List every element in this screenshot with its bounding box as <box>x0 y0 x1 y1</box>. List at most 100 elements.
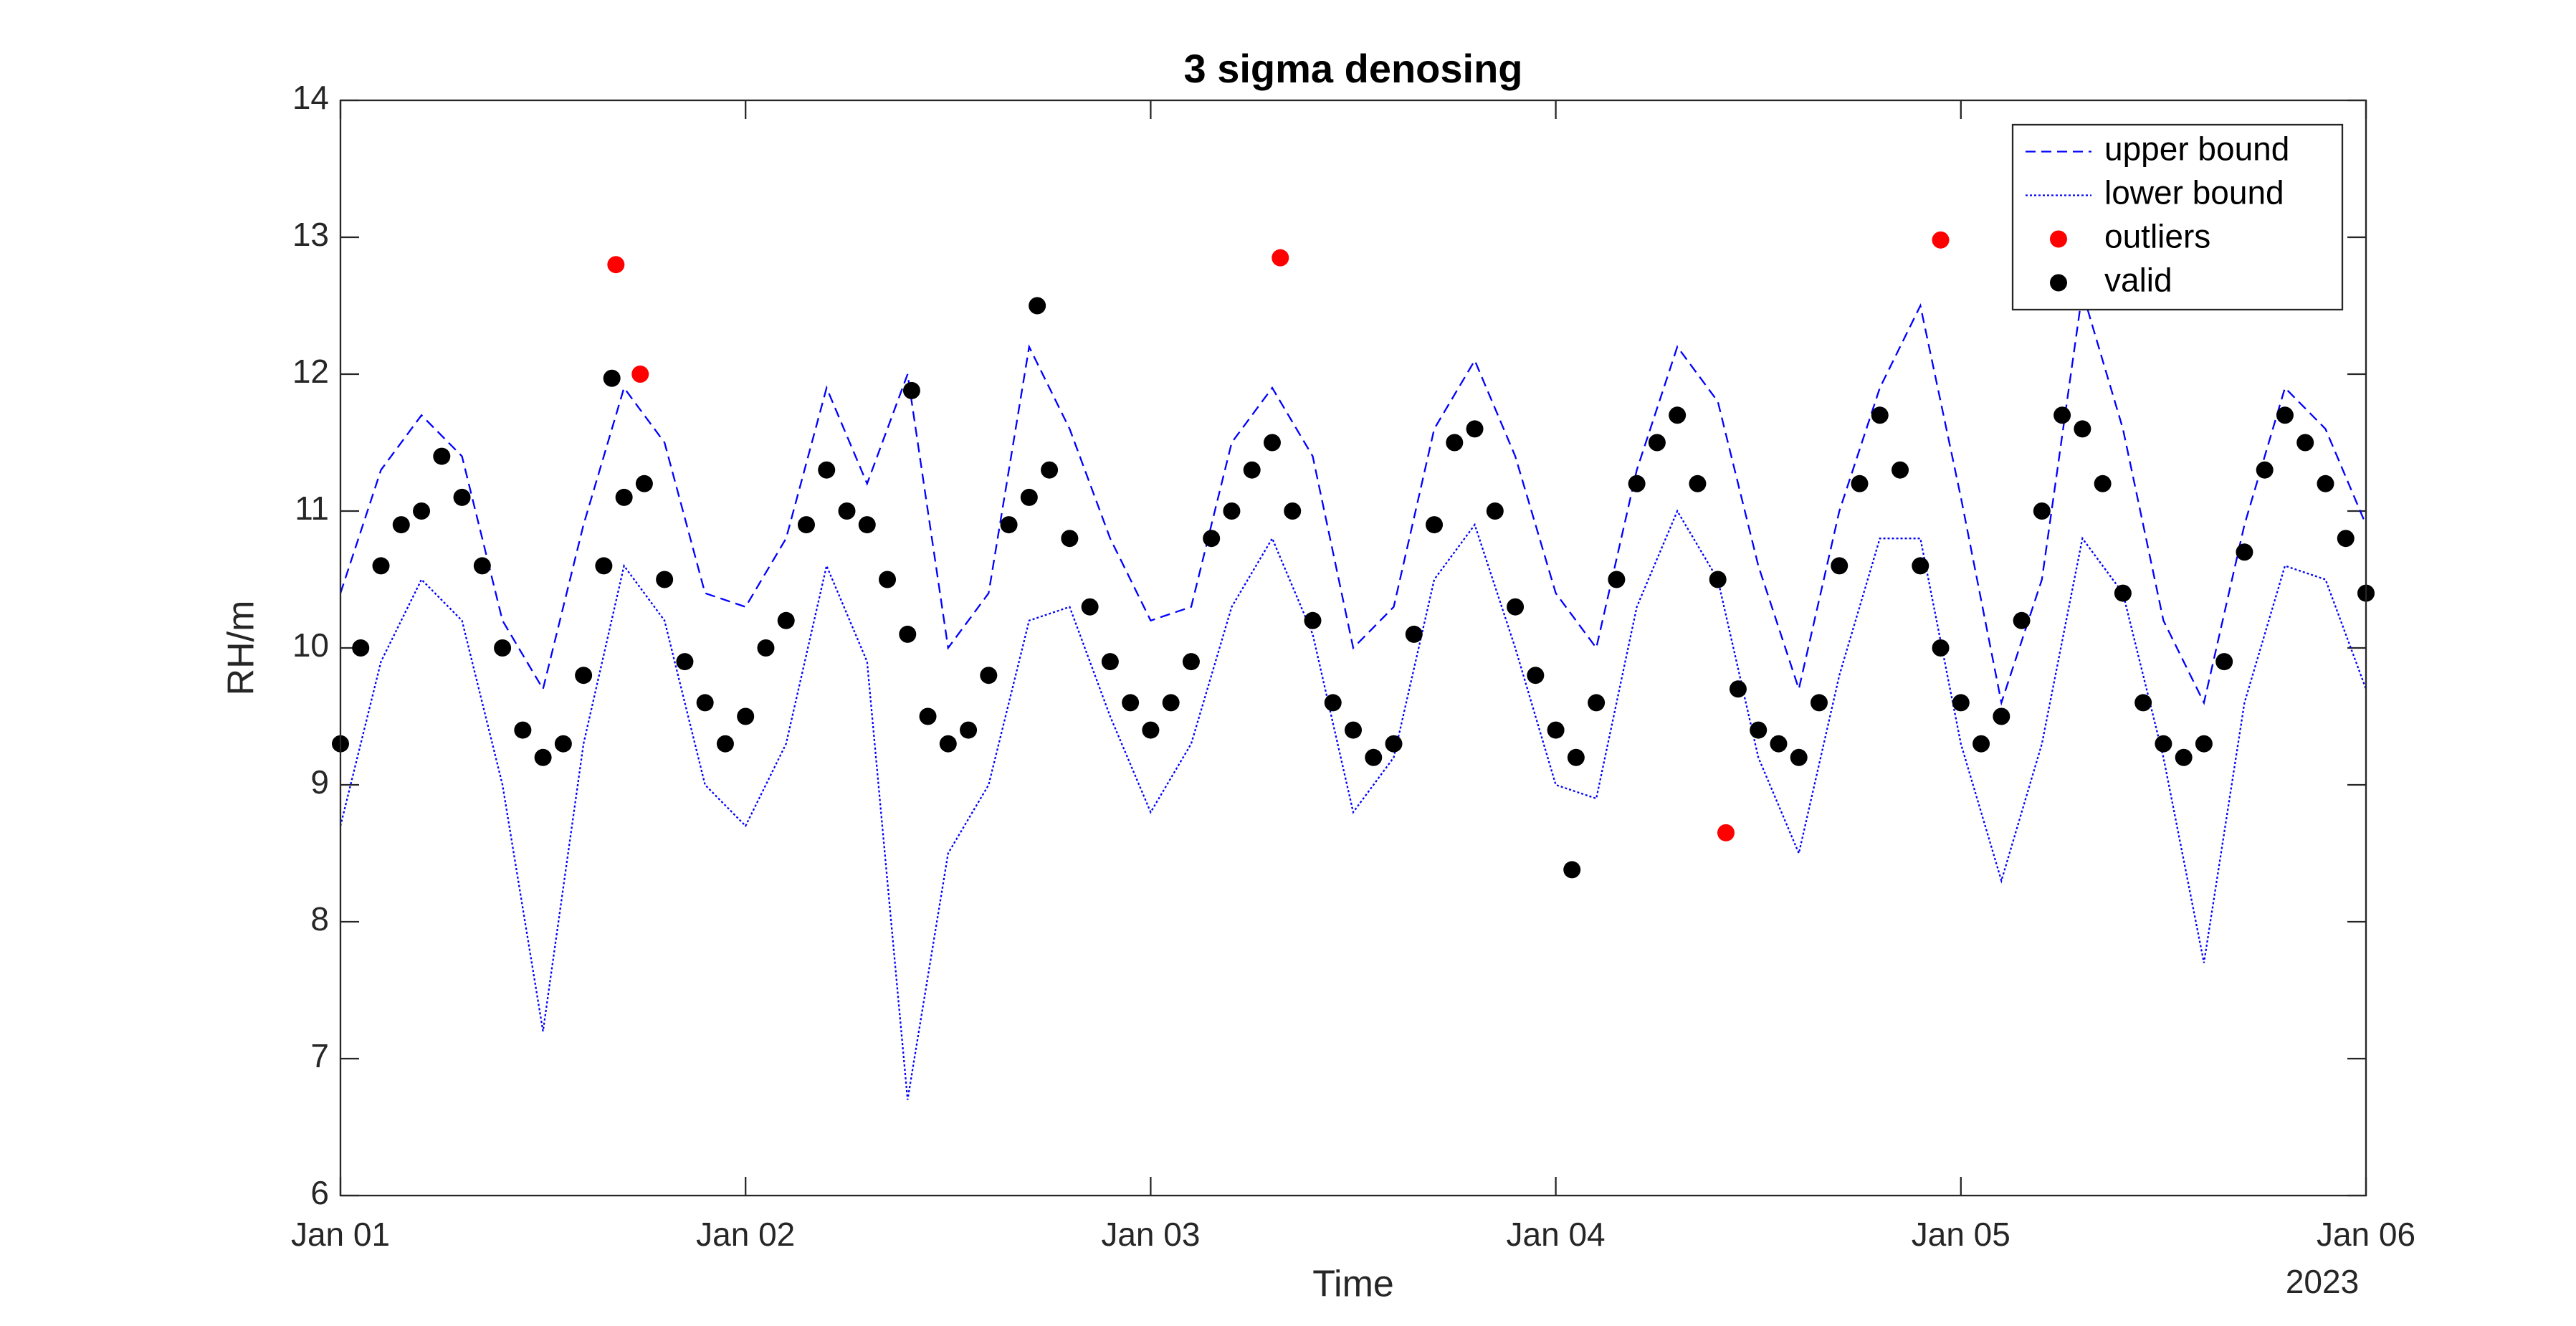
point <box>1972 735 1990 753</box>
legend-label: upper bound <box>2104 130 2289 168</box>
legend-box <box>2011 123 2344 311</box>
point <box>2215 653 2233 671</box>
point <box>1101 653 1119 671</box>
point <box>2256 461 2274 479</box>
legend-label: outliers <box>2104 218 2210 255</box>
point <box>2236 543 2253 561</box>
point <box>2013 611 2031 629</box>
point <box>1272 249 1289 267</box>
point <box>2114 584 2132 602</box>
point <box>1851 474 1869 492</box>
point <box>631 366 649 383</box>
point <box>980 667 998 685</box>
point <box>777 611 795 629</box>
point <box>1405 625 1423 643</box>
y-tick-label: 8 <box>310 900 329 938</box>
point <box>899 625 917 643</box>
point <box>494 639 512 657</box>
point <box>615 488 633 506</box>
point <box>473 557 491 575</box>
point <box>1081 598 1099 616</box>
point <box>1486 502 1504 520</box>
x-tick-label: Jan 06 <box>2317 1216 2415 1253</box>
y-tick-label: 12 <box>292 353 329 390</box>
point <box>1466 420 1484 438</box>
point <box>2155 735 2172 753</box>
point <box>1770 735 1788 753</box>
point <box>1243 461 1261 479</box>
point <box>696 694 714 712</box>
point <box>1041 461 1059 479</box>
point <box>603 369 621 387</box>
point <box>858 516 876 534</box>
x-tick-label: Jan 03 <box>1101 1216 1200 1253</box>
point <box>1810 694 1828 712</box>
point <box>1717 824 1735 841</box>
point <box>1426 516 1444 534</box>
point <box>1689 474 1707 492</box>
point <box>2134 694 2152 712</box>
point <box>656 571 674 588</box>
point <box>1932 639 1950 657</box>
point <box>2195 735 2213 753</box>
point <box>2337 530 2355 548</box>
x-year-label: 2023 <box>2286 1263 2359 1300</box>
point <box>392 516 410 534</box>
x-axis-label: Time <box>1312 1264 1394 1305</box>
point <box>1912 557 1929 575</box>
y-axis-label: RH/m <box>221 601 262 696</box>
point <box>1669 406 1687 424</box>
point <box>1648 434 1666 452</box>
point <box>1527 667 1545 685</box>
point <box>1000 516 1018 534</box>
point <box>2317 474 2334 492</box>
y-tick-label: 14 <box>292 79 329 116</box>
point <box>960 721 978 739</box>
point <box>2276 406 2294 424</box>
point <box>1223 502 1241 520</box>
point <box>797 516 815 534</box>
x-tick-label: Jan 01 <box>291 1216 390 1253</box>
y-tick-label: 9 <box>310 763 329 801</box>
point <box>1831 557 1848 575</box>
point <box>1547 721 1565 739</box>
point <box>607 256 625 274</box>
point <box>2094 474 2112 492</box>
point <box>1952 694 1970 712</box>
point <box>2053 406 2071 424</box>
point <box>1608 571 1626 588</box>
chart-title: 3 sigma denosing <box>1184 46 1523 91</box>
point <box>818 461 836 479</box>
point <box>534 748 552 766</box>
y-tick-label: 10 <box>292 626 329 664</box>
point <box>1304 611 1322 629</box>
point <box>1385 735 1403 753</box>
x-tick-label: Jan 05 <box>1912 1216 2010 1253</box>
y-tick-label: 11 <box>295 490 329 527</box>
legend-label: valid <box>2104 262 2172 299</box>
point <box>1345 721 1362 739</box>
y-tick-label: 6 <box>310 1174 329 1211</box>
point <box>1729 680 1747 698</box>
point <box>1567 748 1585 766</box>
point <box>433 447 451 465</box>
legend-marker <box>2050 274 2067 292</box>
bound-line <box>339 509 2367 1100</box>
point <box>1142 721 1160 739</box>
point <box>554 735 572 753</box>
point <box>1932 231 1950 249</box>
point <box>1020 488 1038 506</box>
bound-line <box>339 292 2367 706</box>
point <box>453 488 471 506</box>
point <box>1871 406 1889 424</box>
point <box>372 557 390 575</box>
point <box>902 381 920 399</box>
point <box>1892 461 1909 479</box>
point <box>1182 653 1200 671</box>
point <box>1061 530 1079 548</box>
point <box>1790 748 1808 766</box>
point <box>1162 694 1180 712</box>
point <box>1709 571 1727 588</box>
point <box>757 639 775 657</box>
